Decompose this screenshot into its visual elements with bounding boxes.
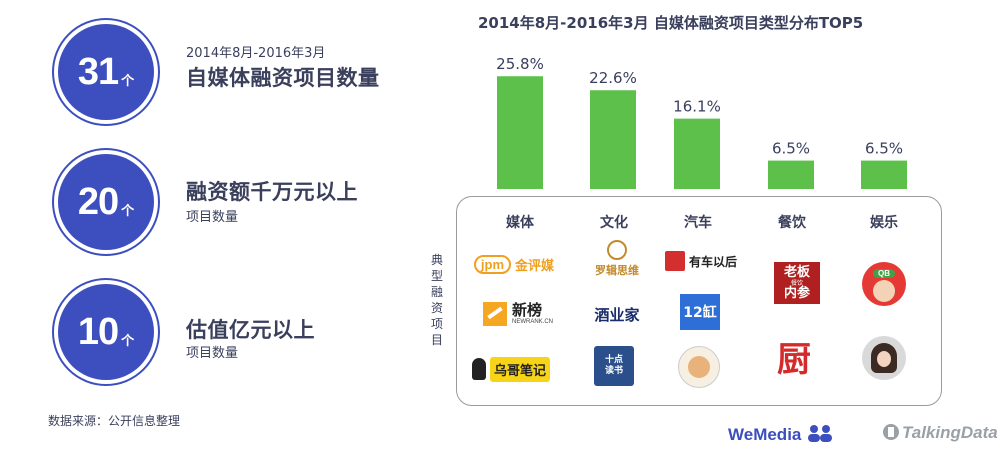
bar-value-label: 25.8% bbox=[496, 55, 544, 73]
stat-label: 融资额千万元以上 bbox=[186, 180, 358, 204]
mascot-icon bbox=[688, 356, 710, 378]
bar-value-label: 6.5% bbox=[865, 140, 903, 158]
stat-number: 10 bbox=[77, 310, 119, 353]
xinbang-icon bbox=[482, 302, 507, 326]
stat-hundred-million: 10 个 估值亿元以上 项目数量 bbox=[52, 278, 412, 388]
qb-avatar: QB bbox=[862, 262, 906, 306]
portrait-icon bbox=[871, 343, 897, 373]
data-source: 数据来源：公开信息整理 bbox=[48, 414, 181, 428]
panel-vertical-label: 典型融资项目 bbox=[430, 253, 443, 347]
stat-label: 自媒体融资项目数量 bbox=[186, 66, 380, 90]
car-mascot-logo bbox=[678, 346, 720, 388]
people-icon bbox=[808, 425, 833, 442]
category-label: 娱乐 bbox=[870, 215, 898, 231]
stat-sublabel: 项目数量 bbox=[186, 346, 239, 361]
wuge-icon bbox=[471, 358, 486, 380]
bar-汽车 bbox=[674, 118, 720, 189]
bar-娱乐 bbox=[861, 160, 907, 189]
bar-value-label: 16.1% bbox=[673, 98, 721, 116]
youche-logo: 有车以后 bbox=[664, 248, 738, 274]
category-label: 媒体 bbox=[506, 215, 534, 231]
stat-circle: 10 个 bbox=[52, 278, 160, 386]
wemedia-logo: WeMedia bbox=[728, 424, 834, 445]
face-icon bbox=[873, 279, 895, 302]
stat-label: 估值亿元以上 bbox=[186, 318, 315, 342]
stat-number: 20 bbox=[77, 180, 119, 223]
stat-unit: 个 bbox=[121, 73, 135, 89]
category-label: 汽车 bbox=[684, 215, 712, 231]
stat-date-range: 2014年8月-2016年3月 bbox=[186, 46, 326, 61]
jiuyejia-logo: 酒业家 bbox=[594, 305, 640, 324]
jinpingmei-logo: jpm 金评媒 bbox=[464, 250, 564, 278]
category-label: 餐饮 bbox=[778, 215, 806, 231]
laoban-neican-logo: 老板 餐饮 内参 bbox=[774, 262, 820, 304]
stat-circle: 31 个 bbox=[52, 18, 160, 126]
wuge-logo: 乌哥笔记 bbox=[470, 352, 552, 386]
bar-媒体 bbox=[497, 76, 543, 189]
dushu-logo: 十点读书 bbox=[594, 346, 634, 386]
bar-餐饮 bbox=[768, 160, 814, 189]
bar-value-label: 22.6% bbox=[589, 69, 637, 87]
12hong-logo: 12缸 bbox=[680, 294, 720, 330]
talkingdata-icon bbox=[883, 424, 899, 440]
stat-unit: 个 bbox=[121, 203, 135, 219]
stat-projects: 31 个 2014年8月-2016年3月 自媒体融资项目数量 bbox=[52, 18, 412, 128]
chart-title: 2014年8月-2016年3月 自媒体融资项目类型分布TOP5 bbox=[478, 14, 864, 32]
youche-icon bbox=[664, 251, 685, 271]
stat-unit: 个 bbox=[121, 333, 135, 349]
category-label: 文化 bbox=[600, 215, 628, 231]
portrait-avatar bbox=[862, 336, 906, 380]
xinbang-logo: 新榜 NEWRANK.CN bbox=[478, 298, 558, 330]
talkingdata-logo: TalkingData bbox=[882, 423, 998, 443]
stat-sublabel: 项目数量 bbox=[186, 210, 239, 225]
bar-chart: 25.8% 22.6% 16.1% 6.5% 6.5% bbox=[496, 55, 907, 189]
stat-number: 31 bbox=[77, 50, 119, 93]
stat-circle: 20 个 bbox=[52, 148, 160, 256]
stat-ten-million: 20 个 融资额千万元以上 项目数量 bbox=[52, 148, 412, 258]
luoji-logo: 罗辑思维 bbox=[584, 238, 650, 280]
bar-value-label: 6.5% bbox=[772, 140, 810, 158]
bulb-icon bbox=[607, 240, 627, 260]
bar-文化 bbox=[590, 90, 636, 189]
chu-logo: 厨 bbox=[777, 339, 811, 380]
